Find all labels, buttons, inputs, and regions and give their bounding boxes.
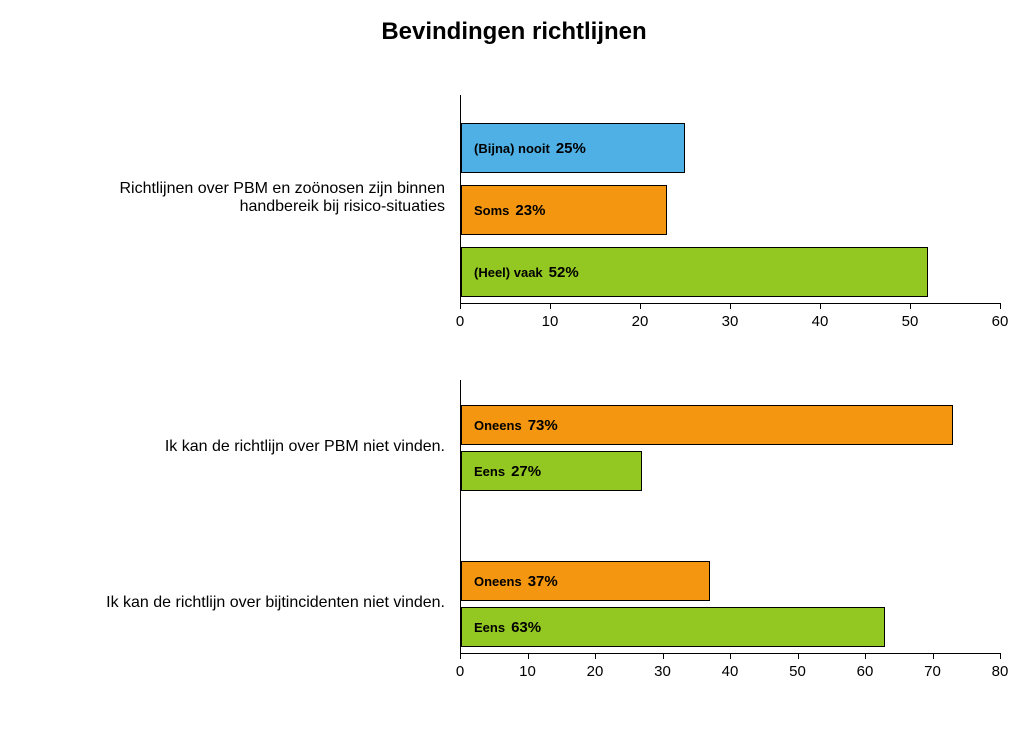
bar-category-label: Eens bbox=[474, 464, 505, 479]
x-tick-mark bbox=[595, 653, 596, 659]
bar-value-label: 27% bbox=[511, 463, 541, 480]
bar-value-label: 37% bbox=[528, 573, 558, 590]
x-tick-mark bbox=[550, 303, 551, 309]
x-tick-mark bbox=[663, 653, 664, 659]
x-tick-label: 60 bbox=[857, 663, 874, 680]
category-label: Richtlijnen over PBM en zoönosen zijn bi… bbox=[60, 180, 445, 216]
x-tick-mark bbox=[730, 653, 731, 659]
x-tick-mark bbox=[910, 303, 911, 309]
bar-label-group: (Heel) vaak 52% bbox=[462, 264, 579, 281]
category-label: Ik kan de richtlijn over PBM niet vinden… bbox=[60, 438, 445, 456]
x-tick-label: 40 bbox=[722, 663, 739, 680]
x-tick-label: 10 bbox=[519, 663, 536, 680]
x-tick-mark bbox=[798, 653, 799, 659]
bar-value-label: 52% bbox=[549, 264, 579, 281]
x-tick-mark bbox=[460, 303, 461, 309]
bar-category-label: Eens bbox=[474, 620, 505, 635]
y-axis-line bbox=[460, 95, 461, 303]
bar-label-group: Eens 27% bbox=[462, 463, 541, 480]
bar: Oneens 73% bbox=[461, 405, 953, 445]
panel-bottom: Oneens 73% Eens 27% Ik kan de richtlijn over… bbox=[0, 380, 1028, 710]
x-tick-label: 70 bbox=[924, 663, 941, 680]
x-tick-mark bbox=[460, 653, 461, 659]
bar-label-group: (Bijna) nooit 25% bbox=[462, 140, 586, 157]
bar-label-group: Eens 63% bbox=[462, 619, 541, 636]
bar-category-label: (Heel) vaak bbox=[474, 265, 543, 280]
panel-top: (Bijna) nooit25%Soms23%(Heel) vaak52%010… bbox=[0, 95, 1028, 325]
y-axis-line bbox=[460, 380, 461, 653]
x-tick-mark bbox=[933, 653, 934, 659]
x-tick-label: 20 bbox=[632, 313, 649, 330]
x-tick-label: 50 bbox=[789, 663, 806, 680]
bar-category-label: Oneens bbox=[474, 574, 522, 589]
x-tick-label: 10 bbox=[542, 313, 559, 330]
x-tick-label: 50 bbox=[902, 313, 919, 330]
bar-value-label: 73% bbox=[528, 417, 558, 434]
bar-label-group: Oneens 73% bbox=[462, 417, 558, 434]
bar: (Bijna) nooit 25% bbox=[461, 123, 685, 173]
bar-label-group: Soms 23% bbox=[462, 202, 545, 219]
bar: Eens 63% bbox=[461, 607, 885, 647]
bar: Soms 23% bbox=[461, 185, 667, 235]
category-label: Ik kan de richtlijn over bijtincidenten … bbox=[60, 594, 445, 612]
bar: Oneens 37% bbox=[461, 561, 710, 601]
bar: (Heel) vaak 52% bbox=[461, 247, 928, 297]
chart-title: Bevindingen richtlijnen bbox=[0, 18, 1028, 46]
bar-value-label: 23% bbox=[515, 202, 545, 219]
bar-category-label: Oneens bbox=[474, 418, 522, 433]
bar: Eens 27% bbox=[461, 451, 642, 491]
x-tick-label: 80 bbox=[992, 663, 1009, 680]
x-tick-mark bbox=[820, 303, 821, 309]
x-tick-label: 0 bbox=[456, 313, 464, 330]
bar-label-group: Oneens 37% bbox=[462, 573, 558, 590]
x-tick-mark bbox=[528, 653, 529, 659]
x-tick-mark bbox=[1000, 653, 1001, 659]
x-tick-mark bbox=[730, 303, 731, 309]
x-tick-label: 60 bbox=[992, 313, 1009, 330]
x-tick-label: 20 bbox=[587, 663, 604, 680]
bar-value-label: 25% bbox=[556, 140, 586, 157]
x-tick-mark bbox=[640, 303, 641, 309]
bar-category-label: (Bijna) nooit bbox=[474, 141, 550, 156]
x-tick-label: 30 bbox=[722, 313, 739, 330]
x-tick-label: 30 bbox=[654, 663, 671, 680]
bar-category-label: Soms bbox=[474, 203, 509, 218]
bar-value-label: 63% bbox=[511, 619, 541, 636]
x-tick-label: 40 bbox=[812, 313, 829, 330]
x-tick-mark bbox=[1000, 303, 1001, 309]
x-tick-label: 0 bbox=[456, 663, 464, 680]
x-tick-mark bbox=[865, 653, 866, 659]
